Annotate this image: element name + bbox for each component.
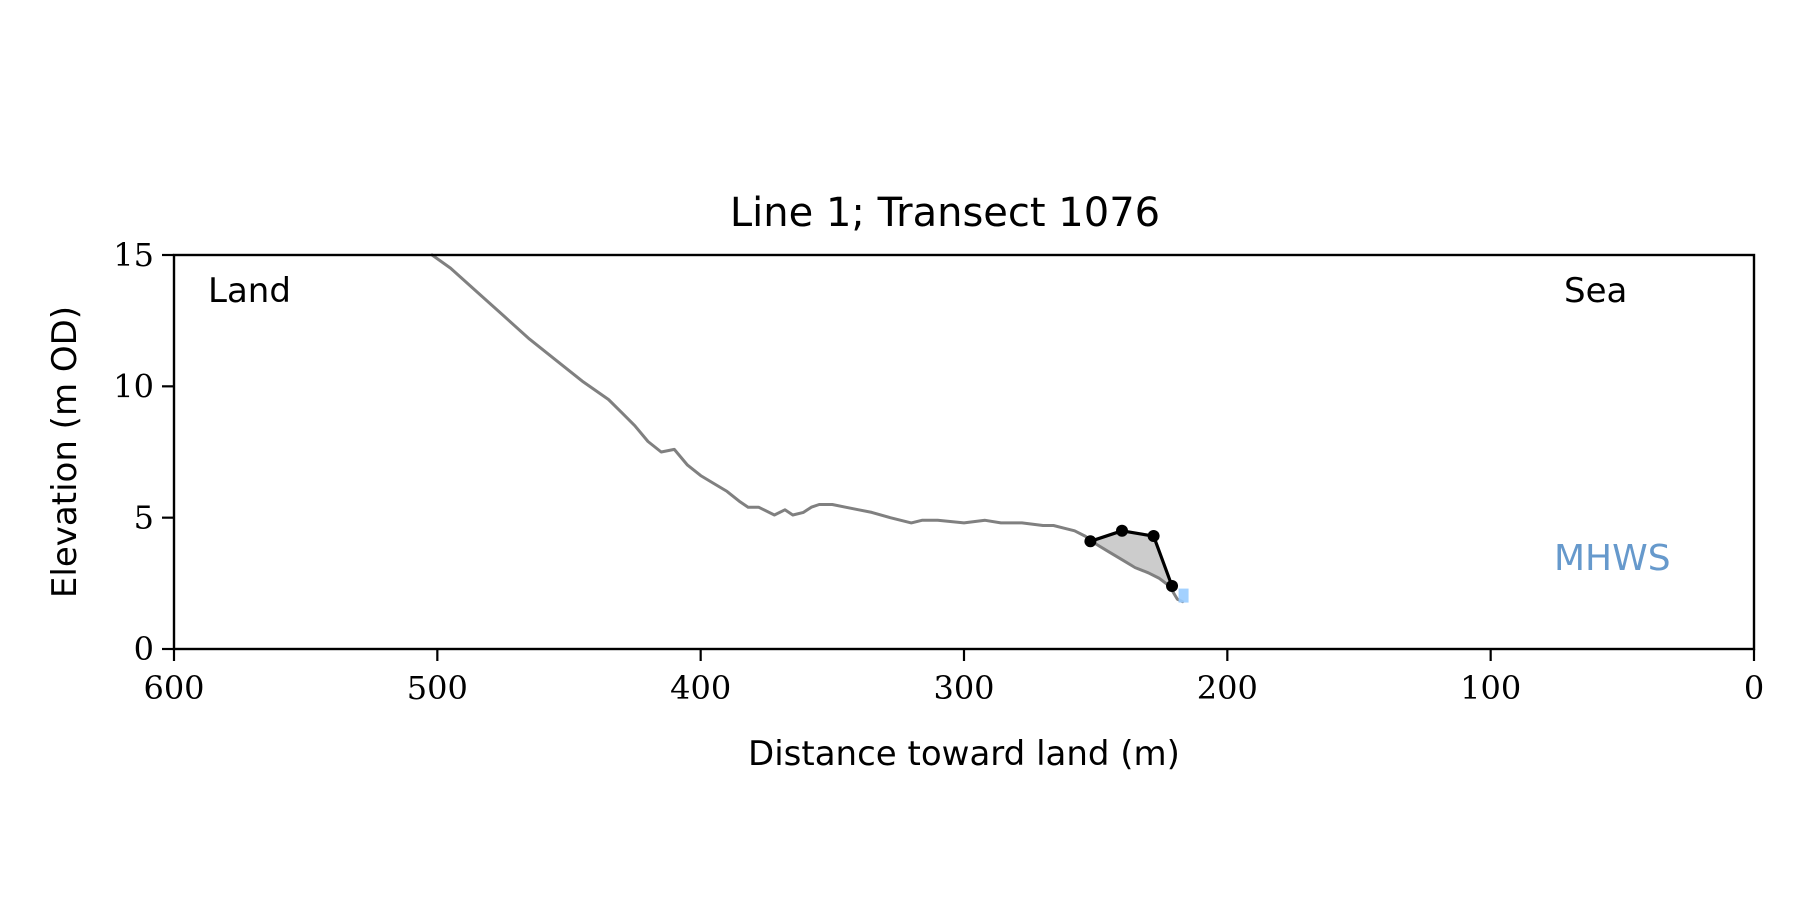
mhws-annotation: MHWS <box>1554 538 1671 579</box>
land-annotation: Land <box>208 271 291 311</box>
y-tick-label: 0 <box>134 630 154 668</box>
x-tick-label: 300 <box>933 669 994 707</box>
y-tick-label: 15 <box>113 236 154 274</box>
axes-frame <box>172 253 1756 651</box>
y-tick-label: 5 <box>134 499 154 537</box>
y-tick-label: 10 <box>113 367 154 405</box>
feature-point <box>1116 524 1128 537</box>
sea-annotation: Sea <box>1564 271 1627 311</box>
water-marker <box>1178 588 1189 603</box>
feature-fill-area <box>1090 530 1173 586</box>
x-axis-ticks: 600 500 400 300 200 100 0 <box>143 649 1764 707</box>
x-tick-label: 100 <box>1460 669 1521 707</box>
feature-point <box>1147 530 1160 543</box>
profile-line <box>430 253 1185 604</box>
plot-area <box>430 253 1189 604</box>
x-tick-label: 400 <box>670 669 731 707</box>
x-tick-label: 500 <box>407 669 468 707</box>
x-axis-label: Distance toward land (m) <box>748 734 1180 774</box>
feature-point <box>1084 535 1097 548</box>
y-axis-ticks: 0 5 10 15 <box>113 236 174 668</box>
x-tick-label: 600 <box>143 669 204 707</box>
chart-title: Line 1; Transect 1076 <box>730 190 1160 236</box>
feature-line <box>1089 529 1174 587</box>
x-tick-label: 200 <box>1197 669 1258 707</box>
feature-point <box>1166 579 1179 592</box>
y-axis-label: Elevation (m OD) <box>45 306 85 598</box>
x-tick-label: 0 <box>1744 669 1764 707</box>
